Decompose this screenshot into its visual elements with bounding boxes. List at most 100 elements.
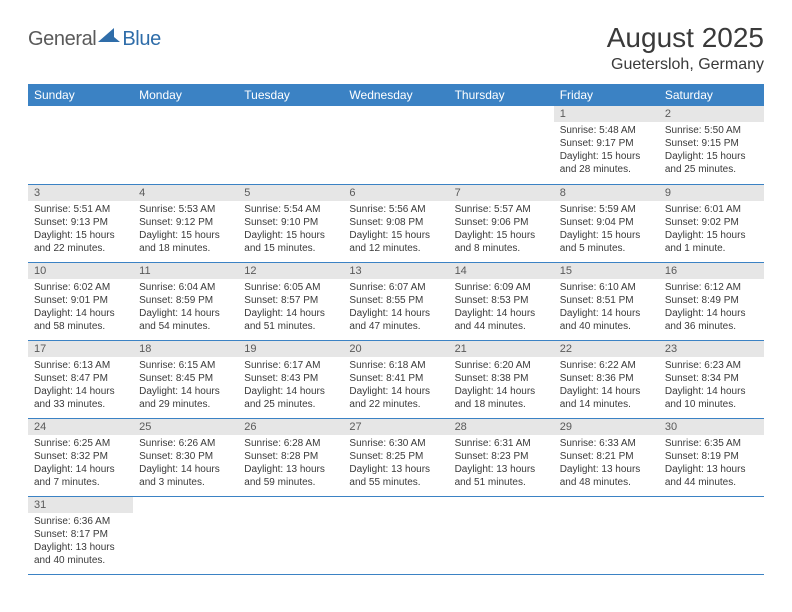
day-daylight1: Daylight: 15 hours bbox=[455, 229, 548, 242]
day-number: 22 bbox=[554, 341, 659, 357]
weekday-header: Saturday bbox=[659, 84, 764, 106]
day-daylight2: and 59 minutes. bbox=[244, 476, 337, 489]
calendar-day-cell: 28Sunrise: 6:31 AMSunset: 8:23 PMDayligh… bbox=[449, 418, 554, 496]
day-sunset: Sunset: 8:59 PM bbox=[139, 294, 232, 307]
calendar-day-cell: 31Sunrise: 6:36 AMSunset: 8:17 PMDayligh… bbox=[28, 496, 133, 574]
day-content: Sunrise: 6:17 AMSunset: 8:43 PMDaylight:… bbox=[238, 357, 343, 415]
day-daylight2: and 14 minutes. bbox=[560, 398, 653, 411]
day-content: Sunrise: 6:12 AMSunset: 8:49 PMDaylight:… bbox=[659, 279, 764, 337]
day-sunrise: Sunrise: 6:35 AM bbox=[665, 437, 758, 450]
day-number: 11 bbox=[133, 263, 238, 279]
logo-text-general: General bbox=[28, 28, 96, 51]
day-content: Sunrise: 5:56 AMSunset: 9:08 PMDaylight:… bbox=[343, 201, 448, 259]
calendar-week-row: 1Sunrise: 5:48 AMSunset: 9:17 PMDaylight… bbox=[28, 106, 764, 184]
day-content: Sunrise: 6:26 AMSunset: 8:30 PMDaylight:… bbox=[133, 435, 238, 493]
day-number: 14 bbox=[449, 263, 554, 279]
day-daylight2: and 29 minutes. bbox=[139, 398, 232, 411]
calendar-day-cell: 2Sunrise: 5:50 AMSunset: 9:15 PMDaylight… bbox=[659, 106, 764, 184]
calendar-day-cell: 3Sunrise: 5:51 AMSunset: 9:13 PMDaylight… bbox=[28, 184, 133, 262]
title-block: August 2025 Guetersloh, Germany bbox=[607, 22, 764, 74]
day-daylight2: and 48 minutes. bbox=[560, 476, 653, 489]
day-daylight1: Daylight: 14 hours bbox=[349, 307, 442, 320]
day-sunset: Sunset: 9:01 PM bbox=[34, 294, 127, 307]
day-sunrise: Sunrise: 6:07 AM bbox=[349, 281, 442, 294]
day-content: Sunrise: 6:30 AMSunset: 8:25 PMDaylight:… bbox=[343, 435, 448, 493]
day-sunset: Sunset: 8:57 PM bbox=[244, 294, 337, 307]
day-sunset: Sunset: 9:12 PM bbox=[139, 216, 232, 229]
day-number: 29 bbox=[554, 419, 659, 435]
calendar-day-cell bbox=[554, 496, 659, 574]
calendar-day-cell: 11Sunrise: 6:04 AMSunset: 8:59 PMDayligh… bbox=[133, 262, 238, 340]
day-sunrise: Sunrise: 6:23 AM bbox=[665, 359, 758, 372]
calendar-day-cell bbox=[343, 106, 448, 184]
day-daylight2: and 33 minutes. bbox=[34, 398, 127, 411]
day-number: 4 bbox=[133, 185, 238, 201]
day-daylight2: and 36 minutes. bbox=[665, 320, 758, 333]
day-daylight1: Daylight: 14 hours bbox=[665, 307, 758, 320]
day-sunrise: Sunrise: 6:31 AM bbox=[455, 437, 548, 450]
day-number: 13 bbox=[343, 263, 448, 279]
calendar-day-cell bbox=[238, 106, 343, 184]
day-daylight2: and 22 minutes. bbox=[349, 398, 442, 411]
day-sunrise: Sunrise: 6:15 AM bbox=[139, 359, 232, 372]
day-daylight1: Daylight: 14 hours bbox=[244, 307, 337, 320]
day-sunrise: Sunrise: 6:13 AM bbox=[34, 359, 127, 372]
day-content: Sunrise: 5:53 AMSunset: 9:12 PMDaylight:… bbox=[133, 201, 238, 259]
day-daylight2: and 5 minutes. bbox=[560, 242, 653, 255]
day-sunrise: Sunrise: 6:33 AM bbox=[560, 437, 653, 450]
logo-text-blue: Blue bbox=[122, 28, 160, 51]
day-number: 9 bbox=[659, 185, 764, 201]
calendar-day-cell: 19Sunrise: 6:17 AMSunset: 8:43 PMDayligh… bbox=[238, 340, 343, 418]
calendar-day-cell bbox=[133, 106, 238, 184]
day-sunset: Sunset: 8:53 PM bbox=[455, 294, 548, 307]
day-daylight2: and 18 minutes. bbox=[139, 242, 232, 255]
calendar-week-row: 31Sunrise: 6:36 AMSunset: 8:17 PMDayligh… bbox=[28, 496, 764, 574]
weekday-header: Tuesday bbox=[238, 84, 343, 106]
day-sunset: Sunset: 8:49 PM bbox=[665, 294, 758, 307]
calendar-day-cell: 13Sunrise: 6:07 AMSunset: 8:55 PMDayligh… bbox=[343, 262, 448, 340]
day-sunrise: Sunrise: 6:02 AM bbox=[34, 281, 127, 294]
day-number: 8 bbox=[554, 185, 659, 201]
day-daylight2: and 51 minutes. bbox=[455, 476, 548, 489]
day-content: Sunrise: 6:13 AMSunset: 8:47 PMDaylight:… bbox=[28, 357, 133, 415]
calendar-day-cell: 7Sunrise: 5:57 AMSunset: 9:06 PMDaylight… bbox=[449, 184, 554, 262]
day-sunrise: Sunrise: 6:18 AM bbox=[349, 359, 442, 372]
day-number: 30 bbox=[659, 419, 764, 435]
day-number: 2 bbox=[659, 106, 764, 122]
calendar-day-cell: 4Sunrise: 5:53 AMSunset: 9:12 PMDaylight… bbox=[133, 184, 238, 262]
weekday-header-row: Sunday Monday Tuesday Wednesday Thursday… bbox=[28, 84, 764, 106]
day-content: Sunrise: 6:31 AMSunset: 8:23 PMDaylight:… bbox=[449, 435, 554, 493]
day-daylight1: Daylight: 14 hours bbox=[349, 385, 442, 398]
day-number: 10 bbox=[28, 263, 133, 279]
calendar-day-cell: 15Sunrise: 6:10 AMSunset: 8:51 PMDayligh… bbox=[554, 262, 659, 340]
day-sunrise: Sunrise: 6:22 AM bbox=[560, 359, 653, 372]
logo: General Blue bbox=[28, 22, 161, 51]
day-daylight1: Daylight: 14 hours bbox=[139, 463, 232, 476]
day-daylight1: Daylight: 13 hours bbox=[665, 463, 758, 476]
day-daylight2: and 28 minutes. bbox=[560, 163, 653, 176]
weekday-header: Monday bbox=[133, 84, 238, 106]
day-number: 12 bbox=[238, 263, 343, 279]
day-content: Sunrise: 6:02 AMSunset: 9:01 PMDaylight:… bbox=[28, 279, 133, 337]
day-number: 18 bbox=[133, 341, 238, 357]
day-number: 7 bbox=[449, 185, 554, 201]
calendar-day-cell: 12Sunrise: 6:05 AMSunset: 8:57 PMDayligh… bbox=[238, 262, 343, 340]
day-content: Sunrise: 5:50 AMSunset: 9:15 PMDaylight:… bbox=[659, 122, 764, 180]
day-content: Sunrise: 6:15 AMSunset: 8:45 PMDaylight:… bbox=[133, 357, 238, 415]
day-content: Sunrise: 6:25 AMSunset: 8:32 PMDaylight:… bbox=[28, 435, 133, 493]
page-title: August 2025 bbox=[607, 22, 764, 54]
day-daylight2: and 44 minutes. bbox=[455, 320, 548, 333]
weekday-header: Sunday bbox=[28, 84, 133, 106]
day-content: Sunrise: 6:18 AMSunset: 8:41 PMDaylight:… bbox=[343, 357, 448, 415]
day-daylight2: and 18 minutes. bbox=[455, 398, 548, 411]
day-number: 24 bbox=[28, 419, 133, 435]
day-sunset: Sunset: 9:06 PM bbox=[455, 216, 548, 229]
day-sunset: Sunset: 8:25 PM bbox=[349, 450, 442, 463]
page-location: Guetersloh, Germany bbox=[607, 56, 764, 74]
calendar-day-cell: 18Sunrise: 6:15 AMSunset: 8:45 PMDayligh… bbox=[133, 340, 238, 418]
day-daylight1: Daylight: 15 hours bbox=[244, 229, 337, 242]
day-daylight2: and 12 minutes. bbox=[349, 242, 442, 255]
day-sunset: Sunset: 8:30 PM bbox=[139, 450, 232, 463]
calendar-day-cell: 14Sunrise: 6:09 AMSunset: 8:53 PMDayligh… bbox=[449, 262, 554, 340]
day-daylight1: Daylight: 13 hours bbox=[560, 463, 653, 476]
